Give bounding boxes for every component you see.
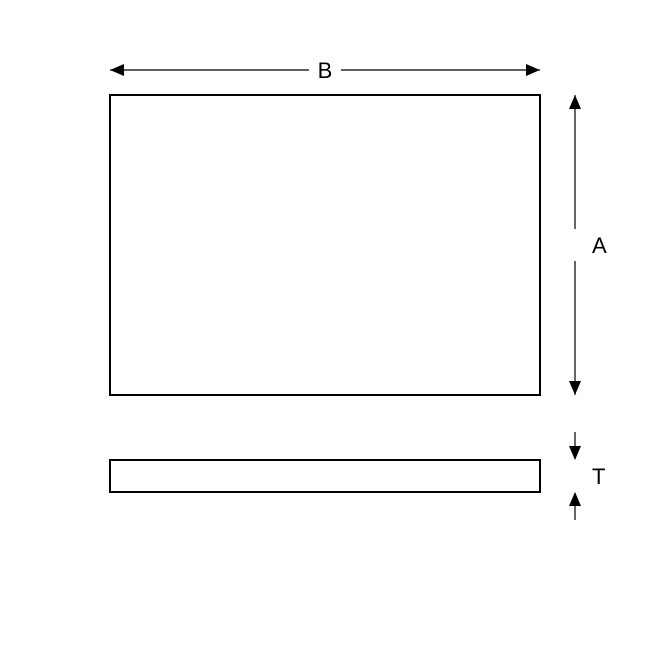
dim-a-label: A <box>592 233 607 258</box>
dim-t-arrow <box>569 446 581 460</box>
dim-b-arrow <box>526 64 540 76</box>
dim-a-arrow <box>569 381 581 395</box>
dim-t-label: T <box>592 464 605 489</box>
dim-b-arrow <box>110 64 124 76</box>
plan-view-rect <box>110 95 540 395</box>
side-view-rect <box>110 460 540 492</box>
dim-b-label: B <box>318 58 333 83</box>
dim-a-arrow <box>569 95 581 109</box>
dim-t-arrow <box>569 492 581 506</box>
